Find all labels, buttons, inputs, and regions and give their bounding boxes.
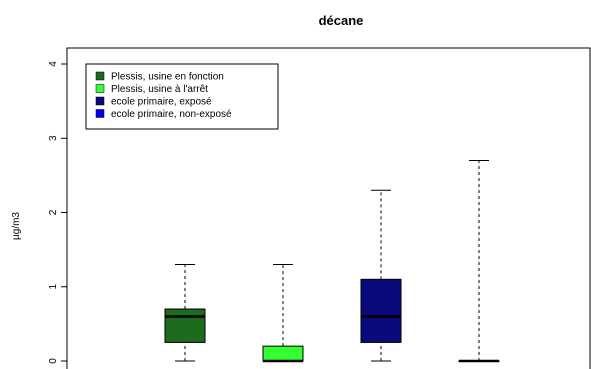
y-tick-label: 4 [48, 61, 59, 67]
box [360, 278, 402, 343]
legend-label: Plessis, usine en fonction [111, 72, 224, 83]
chart-title: décane [319, 13, 364, 28]
legend-box [85, 63, 279, 130]
legend-label: ecole primaire, exposé [111, 97, 212, 108]
y-tick-label: 3 [48, 135, 59, 141]
legend-swatch [95, 109, 105, 118]
legend-label: ecole primaire, non-exposé [111, 109, 232, 120]
y-axis: 0 1 2 3 4 [48, 61, 67, 364]
y-axis-label: µg/m3 [11, 212, 22, 240]
legend-swatch [95, 71, 105, 81]
plot-frame [66, 47, 591, 369]
boxes [164, 160, 500, 363]
box [164, 308, 206, 343]
plot-border [66, 47, 591, 369]
box-group [360, 189, 402, 362]
box-group [262, 263, 304, 363]
box-group [164, 263, 206, 362]
y-tick-label: 0 [48, 358, 59, 364]
legend-swatch [95, 84, 105, 93]
box [262, 345, 304, 362]
box-group [458, 160, 500, 363]
y-tick-label: 1 [48, 284, 59, 290]
legend-swatch [95, 96, 105, 106]
y-tick-label: 2 [48, 209, 59, 215]
legend-label: Plessis, usine à l'arrêt [111, 84, 208, 95]
